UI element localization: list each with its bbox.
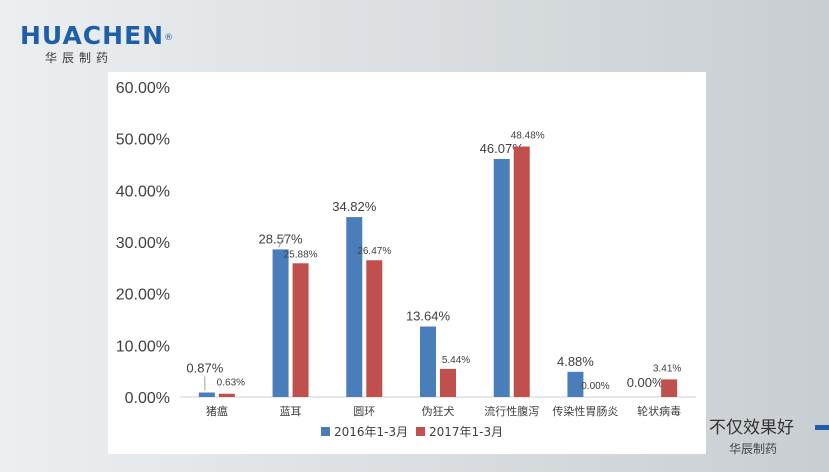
bar-series-2017 (218, 393, 235, 397)
data-label: 13.64% (406, 309, 451, 324)
bar-series-2016 (198, 392, 215, 397)
bar-series-2016 (420, 326, 436, 397)
y-tick-label: 30.00% (116, 235, 170, 252)
data-label: 34.82% (332, 199, 377, 214)
x-tick-label: 蓝耳 (280, 405, 302, 418)
data-label: 48.48% (511, 131, 545, 142)
data-label: 0.63% (217, 378, 245, 389)
bar-series-2017 (513, 146, 530, 397)
data-label: 3.41% (653, 363, 681, 374)
bar-series-2016 (493, 158, 510, 397)
bar-series-2016 (567, 371, 584, 397)
bar-series-2017 (366, 260, 383, 397)
data-label: 5.44% (442, 355, 470, 366)
legend-swatch-2016 (321, 427, 330, 436)
data-label: 26.47% (357, 246, 391, 257)
logo-subtitle: 华辰制药 (45, 51, 114, 65)
slogan-text: 不仅效果好 (709, 418, 794, 438)
slogan-accent-bar (815, 425, 829, 430)
logo-wordmark: HUACHEN® (20, 22, 174, 50)
data-label: 28.57% (259, 231, 304, 246)
logo-brand-text: HUACHEN (20, 21, 165, 50)
registered-mark: ® (164, 33, 175, 43)
bar-chart: 0.00% 10.00% 20.00% 30.00% 40.00% 50.00% 60.00… (116, 80, 696, 439)
company-logo: HUACHEN® 华辰制药 (20, 22, 174, 66)
y-tick-label: 60.00% (116, 80, 170, 97)
x-tick-label: 轮状病毒 (637, 404, 681, 418)
bar-series-2016 (272, 249, 289, 397)
x-tick-label: 圆环 (353, 405, 375, 418)
data-label: 0.00% (581, 381, 609, 392)
x-tick-label: 伪狂犬 (422, 404, 455, 418)
y-tick-label: 10.00% (116, 338, 170, 355)
data-label: 25.88% (284, 249, 318, 260)
y-tick-label: 40.00% (116, 183, 170, 200)
chart-panel: 0.00% 10.00% 20.00% 30.00% 40.00% 50.00% 60.00… (108, 72, 706, 454)
data-label: 0.00% (627, 375, 664, 390)
x-tick-label: 传染性胃肠炎 (552, 404, 618, 418)
data-label: 4.88% (557, 354, 594, 369)
bar-series-2017 (292, 263, 309, 397)
legend-swatch-2017 (416, 427, 425, 436)
leader-line (278, 235, 286, 248)
bar-series-2017 (661, 379, 678, 397)
x-tick-label: 猪瘟 (206, 404, 228, 418)
legend-label-2016: 2016年1-3月 (334, 425, 408, 439)
bar-series-2017 (440, 368, 456, 397)
x-tick-label: 流行性腹泻 (484, 404, 539, 418)
data-label: 46.07% (480, 141, 525, 156)
bar-series-2016 (346, 217, 363, 397)
y-tick-label: 20.00% (116, 287, 170, 304)
y-tick-label: 50.00% (116, 132, 170, 149)
slogan-subtext: 华辰制药 (729, 442, 778, 456)
y-tick-label: 0.00% (125, 390, 170, 407)
legend-label-2017: 2017年1-3月 (429, 425, 503, 439)
data-label: 0.87% (186, 361, 223, 376)
